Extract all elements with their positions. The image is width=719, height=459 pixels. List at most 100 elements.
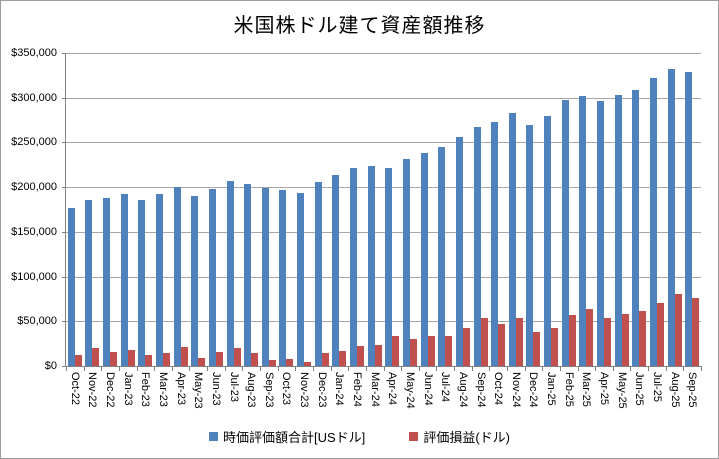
x-axis-label: Sep-23 (262, 372, 275, 408)
x-axis-tick (365, 367, 367, 371)
bar-gain-loss (215, 352, 223, 366)
bar-market-value (508, 113, 516, 366)
bar-gain-loss (409, 339, 417, 366)
bar-market-value (350, 168, 358, 366)
bar-gain-loss (692, 298, 700, 366)
x-axis-tick (577, 367, 579, 371)
y-axis-tick (62, 231, 66, 233)
bar-market-value (314, 182, 322, 366)
legend-swatch-gain-loss (409, 432, 419, 441)
x-axis-label: Apr-23 (174, 372, 187, 406)
x-axis-tick (295, 367, 297, 371)
bar-gain-loss (656, 303, 664, 366)
x-axis-label: Jul-23 (227, 372, 240, 402)
category-group (455, 53, 470, 366)
y-axis-label: $150,000 (11, 225, 57, 238)
y-axis-label: $50,000 (17, 315, 57, 328)
bar-gain-loss (268, 360, 276, 366)
category-group (208, 53, 223, 366)
bar-gain-loss (621, 314, 629, 366)
x-axis-tick (383, 367, 385, 371)
x-axis-tick (454, 367, 456, 371)
x-axis-label: Jul-25 (650, 372, 663, 402)
bar-gain-loss (515, 318, 523, 366)
legend-swatch-market-value (209, 432, 219, 441)
bar-market-value (544, 116, 552, 366)
x-axis-label: Dec-24 (527, 372, 540, 408)
bar-market-value (385, 168, 393, 366)
category-group (508, 53, 523, 366)
category-group (685, 53, 700, 366)
bar-market-value (491, 122, 499, 366)
category-group (632, 53, 647, 366)
x-axis-tick (506, 367, 508, 371)
x-axis-tick (154, 367, 156, 371)
category-group (561, 53, 576, 366)
bar-market-value (208, 189, 216, 366)
category-group (173, 53, 188, 366)
bar-market-value (173, 187, 181, 366)
x-axis-label: Aug-25 (668, 372, 681, 408)
x-axis-tick (436, 367, 438, 371)
x-axis-label: Oct-22 (68, 372, 81, 406)
x-axis-label: Oct-24 (492, 372, 505, 406)
y-axis-line (65, 53, 66, 367)
category-group (314, 53, 329, 366)
x-axis-tick (242, 367, 244, 371)
x-axis-label: Mar-23 (157, 372, 169, 407)
bar-market-value (191, 196, 199, 366)
x-axis-tick (118, 367, 120, 371)
x-axis-tick (648, 367, 650, 371)
x-axis-tick (171, 367, 173, 371)
category-group (297, 53, 312, 366)
x-axis-label: Sep-24 (474, 372, 487, 408)
category-group (120, 53, 135, 366)
bar-gain-loss (233, 348, 241, 366)
bar-gain-loss (533, 332, 541, 366)
x-axis-label: Apr-25 (597, 372, 610, 406)
category-group (261, 53, 276, 366)
bar-gain-loss (110, 352, 118, 366)
x-axis-label: Mar-25 (580, 372, 593, 407)
x-axis-label: Mar-24 (368, 372, 381, 407)
bar-market-value (614, 95, 622, 366)
x-axis-tick (524, 367, 526, 371)
legend-entry-market-value: 時価評価額合計[USドル] (209, 427, 365, 446)
x-axis-label: Jun-25 (633, 372, 646, 406)
bar-market-value (226, 181, 234, 366)
category-group (279, 53, 294, 366)
x-axis-tick (612, 367, 614, 371)
x-axis-tick (595, 367, 597, 371)
x-axis-tick (418, 367, 420, 371)
bar-gain-loss (586, 309, 594, 366)
x-axis-tick (489, 367, 491, 371)
x-axis-tick (630, 367, 632, 371)
bar-market-value (649, 78, 657, 366)
bar-market-value (261, 188, 269, 366)
bar-gain-loss (251, 353, 259, 366)
x-axis-label: Jan-24 (333, 372, 346, 406)
category-group (491, 53, 506, 366)
bar-market-value (67, 208, 75, 366)
gridline (66, 187, 701, 189)
bar-market-value (685, 72, 693, 366)
x-axis-label: Aug-24 (456, 372, 469, 408)
category-group (438, 53, 453, 366)
bar-gain-loss (180, 347, 188, 366)
x-axis-tick (401, 367, 403, 371)
y-axis-tick (62, 142, 66, 144)
bar-market-value (402, 159, 410, 366)
bar-market-value (667, 69, 675, 366)
legend-label-market-value: 時価評価額合計[USドル] (223, 430, 366, 445)
bar-gain-loss (198, 358, 206, 366)
category-group (156, 53, 170, 366)
bar-market-value (455, 137, 463, 366)
bar-market-value (156, 194, 163, 366)
y-axis-label: $250,000 (11, 136, 57, 149)
x-axis-label: Nov-22 (86, 372, 99, 408)
category-group (226, 53, 241, 366)
category-group (191, 53, 206, 366)
x-axis-tick (189, 367, 191, 371)
bar-gain-loss (568, 315, 576, 366)
bar-gain-loss (92, 348, 100, 366)
